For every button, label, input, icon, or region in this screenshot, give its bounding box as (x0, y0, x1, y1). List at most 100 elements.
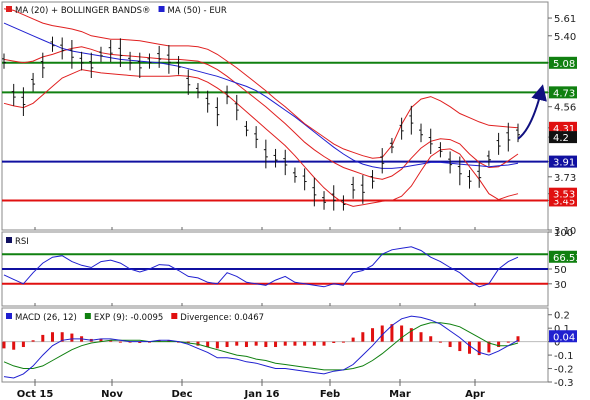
divergence-bar (206, 341, 210, 348)
divergence-bar (332, 341, 336, 343)
x-label-mar: Mar (389, 389, 411, 400)
divergence-bar (429, 336, 433, 342)
divergence-bar (516, 336, 520, 342)
series-bollinger-lower (3, 69, 519, 207)
rsi-y-label: 100 (554, 228, 573, 239)
macd-legend-label-0: MACD (26, 12) (15, 313, 77, 323)
divergence-bar (458, 341, 462, 352)
level-badge-3.45: 3.45 (553, 196, 575, 207)
x-label-feb: Feb (320, 389, 340, 400)
level-badge-4.73: 4.73 (553, 88, 575, 99)
macd-legend-label-1: EXP (9): -0.0095 (94, 313, 163, 323)
divergence-bar (400, 325, 404, 342)
level-badge-3.91-bg (549, 155, 577, 168)
divergence-bar (41, 334, 45, 342)
divergence-bar (506, 341, 510, 343)
divergence-bar (283, 341, 287, 346)
level-badge-4.73-bg (549, 86, 577, 99)
rsi-y-label: 30 (554, 280, 567, 291)
legend-label-1: MA (50) - EUR (168, 6, 227, 16)
macd-badge: 0.04 (553, 332, 575, 343)
value-badge-4.2: 4.2 (553, 133, 569, 144)
divergence-bar (448, 341, 452, 348)
price-y-label: 4.56 (554, 103, 576, 114)
series-macd (3, 315, 519, 379)
divergence-bar (438, 341, 442, 343)
macd-legend-label-2: Divergence: 0.0467 (180, 313, 264, 323)
value-badge-4.31: 4.31 (553, 124, 575, 135)
divergence-bar (31, 340, 35, 342)
divergence-bar (351, 337, 355, 342)
x-label-dec: Dec (171, 389, 192, 400)
value-badge-3.53: 3.53 (553, 190, 575, 201)
divergence-bar (497, 341, 501, 348)
divergence-bar (244, 341, 248, 348)
rsi-legend-swatch (6, 237, 12, 243)
price-y-label: 3.73 (554, 173, 576, 184)
x-label-jan-16: Jan 16 (244, 389, 280, 400)
macd-y-label: -0.1 (554, 351, 574, 362)
value-badge-3.53-bg (549, 187, 577, 200)
legend-swatch-0 (6, 6, 12, 12)
macd-y-label: 0.2 (554, 311, 570, 322)
divergence-bar (167, 340, 171, 342)
divergence-bar (419, 332, 423, 342)
rsi-badge-bg (549, 250, 577, 263)
divergence-bar (60, 332, 64, 342)
level-badge-5.08: 5.08 (553, 59, 575, 70)
macd-legend-swatch-0 (6, 313, 12, 319)
divergence-bar (477, 341, 481, 356)
value-badge-4.2-bg (549, 131, 577, 144)
macd-panel-frame (1, 307, 549, 383)
divergence-bar (409, 328, 413, 342)
divergence-bar (235, 341, 239, 346)
divergence-bar (109, 340, 113, 342)
price-y-label: 3.10 (554, 226, 576, 237)
divergence-bar (196, 341, 200, 346)
macd-y-label: -0.3 (554, 378, 574, 389)
price-y-label: 5.40 (554, 32, 576, 43)
divergence-bar (99, 338, 103, 342)
divergence-bar (390, 324, 394, 342)
macd-y-label: 0 (554, 338, 560, 349)
divergence-bar (21, 341, 25, 348)
rsi-legend-label: RSI (15, 237, 29, 247)
divergence-bar (322, 341, 326, 346)
divergence-bar (293, 341, 297, 346)
divergence-bar (215, 341, 219, 349)
rsi-badge: 66.53 (553, 253, 582, 264)
macd-y-label: 0.1 (554, 324, 570, 335)
divergence-bar (303, 341, 307, 346)
price-panel-frame (1, 1, 549, 231)
value-badge-4.31-bg (549, 121, 577, 134)
legend-label-0: MA (20) + BOLLINGER BANDS® (15, 6, 151, 16)
x-label-oct-15: Oct 15 (17, 389, 54, 400)
divergence-bar (254, 341, 258, 346)
divergence-bar (225, 341, 229, 348)
divergence-bar (371, 328, 375, 342)
divergence-bar (157, 340, 161, 342)
divergence-bar (361, 332, 365, 342)
level-badge-3.91: 3.91 (553, 158, 575, 169)
series-rsi (3, 246, 519, 288)
divergence-bar (487, 341, 491, 353)
series-exp (3, 322, 519, 371)
divergence-bar (177, 341, 181, 343)
rsi-y-label: 50 (554, 265, 567, 276)
series-ma-50- (3, 22, 519, 169)
divergence-bar (12, 341, 16, 350)
target-arrow (517, 84, 547, 140)
price-y-label: 5.61 (554, 14, 576, 25)
level-badge-5.08-bg (549, 56, 577, 69)
macd-badge-bg (549, 330, 577, 343)
divergence-bar (468, 341, 472, 354)
divergence-bar (380, 325, 384, 342)
divergence-bar (264, 341, 268, 348)
macd-y-label: -0.2 (554, 365, 574, 376)
divergence-bar (147, 341, 151, 343)
divergence-bar (70, 333, 74, 342)
x-label-nov: Nov (101, 389, 123, 400)
x-label-apr: Apr (465, 389, 485, 400)
divergence-bar (274, 341, 278, 348)
